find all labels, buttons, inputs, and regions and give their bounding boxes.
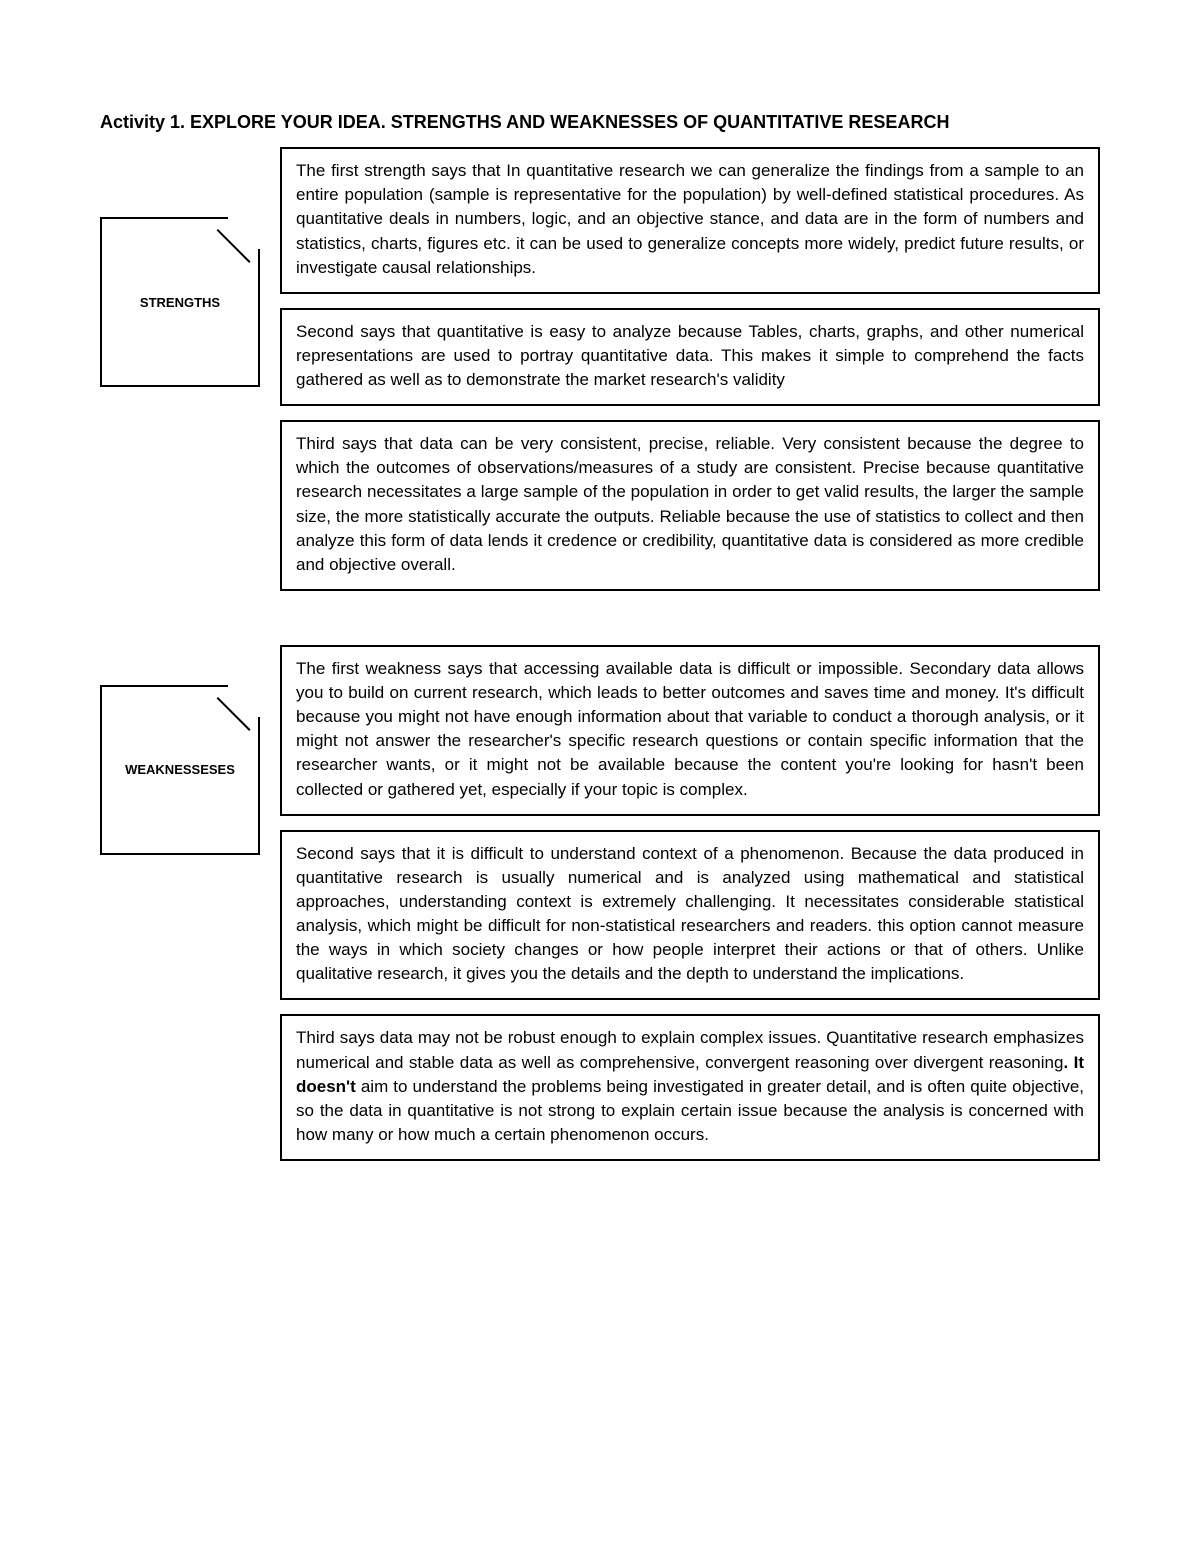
- notch-icon: [228, 685, 260, 717]
- page: Activity 1. EXPLORE YOUR IDEA. STRENGTHS…: [0, 0, 1200, 1553]
- notch-icon: [228, 217, 260, 249]
- weaknesses-label: WEAKNESSESES: [125, 762, 235, 777]
- strengths-label: STRENGTHS: [140, 295, 220, 310]
- strength-item: The first strength says that In quantita…: [280, 147, 1100, 294]
- strengths-boxes: The first strength says that In quantita…: [280, 147, 1100, 605]
- strength-item: Third says that data can be very consist…: [280, 420, 1100, 591]
- weaknesses-label-column: WEAKNESSESES: [100, 645, 280, 855]
- strength-item: Second says that quantitative is easy to…: [280, 308, 1100, 406]
- strengths-label-column: STRENGTHS: [100, 147, 280, 387]
- strengths-label-box: STRENGTHS: [100, 217, 260, 387]
- weakness-item: The first weakness says that accessing a…: [280, 645, 1100, 816]
- weaknesses-boxes: The first weakness says that accessing a…: [280, 645, 1100, 1175]
- weakness-item-text: aim to understand the problems being inv…: [296, 1077, 1084, 1144]
- weakness-item: Second says that it is difficult to unde…: [280, 830, 1100, 1001]
- page-title: Activity 1. EXPLORE YOUR IDEA. STRENGTHS…: [100, 110, 1100, 135]
- weaknesses-label-box: WEAKNESSESES: [100, 685, 260, 855]
- weakness-item: Third says data may not be robust enough…: [280, 1014, 1100, 1161]
- weakness-item-text: Third says data may not be robust enough…: [296, 1028, 1084, 1071]
- weaknesses-section: WEAKNESSESES The first weakness says tha…: [100, 645, 1100, 1175]
- strengths-section: STRENGTHS The first strength says that I…: [100, 147, 1100, 605]
